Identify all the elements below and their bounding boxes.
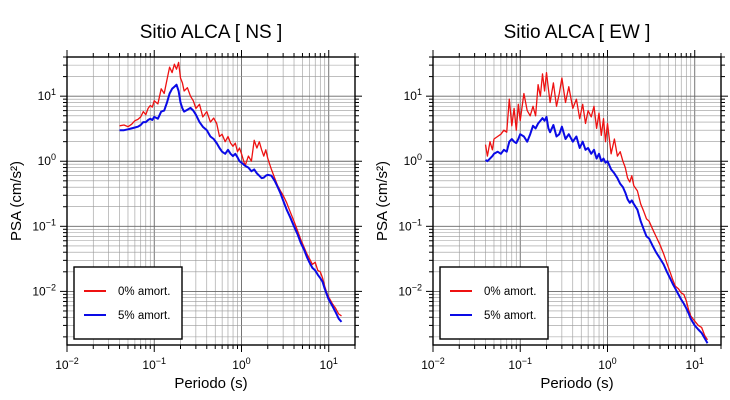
legend: 0% amort. 5% amort. <box>73 266 183 340</box>
series-line-0pct <box>119 61 342 317</box>
series-line-0pct <box>484 71 709 341</box>
grid <box>66 56 356 345</box>
x-tick-label: 101 <box>320 356 338 372</box>
tick-layer: 10−2 10−1 100 101 10−2 10−1 100 101 <box>398 50 728 372</box>
y-tick-label: 10−2 <box>398 282 422 298</box>
plot-frame <box>432 56 722 346</box>
x-axis-label: Periodo (s) <box>174 375 247 392</box>
y-axis-label: PSA (cm/s²) <box>374 161 391 241</box>
x-tick-label: 10−1 <box>508 356 532 372</box>
series-line-5pct <box>119 83 343 323</box>
y-tick-label: 101 <box>404 87 422 103</box>
chart-title: Sitio ALCA [ EW ] <box>504 22 651 43</box>
y-axis-label: PSA (cm/s²) <box>8 161 25 241</box>
y-tick-label: 10−1 <box>398 217 422 233</box>
y-tick-label: 100 <box>404 152 422 168</box>
plot-frame <box>66 56 356 346</box>
legend-box <box>439 266 549 340</box>
x-tick-label: 101 <box>686 356 704 372</box>
y-tick-label: 10−1 <box>32 217 56 233</box>
series-layer <box>484 71 709 344</box>
series-layer <box>119 61 343 323</box>
x-tick-label: 100 <box>232 356 250 372</box>
chart-title: Sitio ALCA [ NS ] <box>140 22 283 43</box>
x-tick-label: 10−2 <box>55 356 79 372</box>
series-line-5pct <box>484 115 709 344</box>
legend-box <box>73 266 183 340</box>
chart-ew: Sitio ALCA [ EW ] 10−2 10−1 100 101 10−2 10−1… <box>374 22 728 392</box>
legend-label-0pct: 0% amort. <box>484 286 536 298</box>
legend-label-0pct: 0% amort. <box>118 286 170 298</box>
x-axis-label: Periodo (s) <box>540 375 613 392</box>
tick-layer: 10−2 10−1 100 101 10−2 10−1 100 101 <box>32 50 362 372</box>
x-tick-label: 10−1 <box>142 356 166 372</box>
x-tick-label: 100 <box>598 356 616 372</box>
y-tick-label: 10−2 <box>32 282 56 298</box>
x-tick-label: 10−2 <box>421 356 445 372</box>
y-tick-label: 101 <box>38 87 56 103</box>
legend-label-5pct: 5% amort. <box>118 310 170 322</box>
chart-ns: Sitio ALCA [ NS ] 10−2 10−1 100 101 10−2 10−1… <box>8 22 362 392</box>
legend: 0% amort. 5% amort. <box>439 266 549 340</box>
y-tick-label: 100 <box>38 152 56 168</box>
legend-label-5pct: 5% amort. <box>484 310 536 322</box>
